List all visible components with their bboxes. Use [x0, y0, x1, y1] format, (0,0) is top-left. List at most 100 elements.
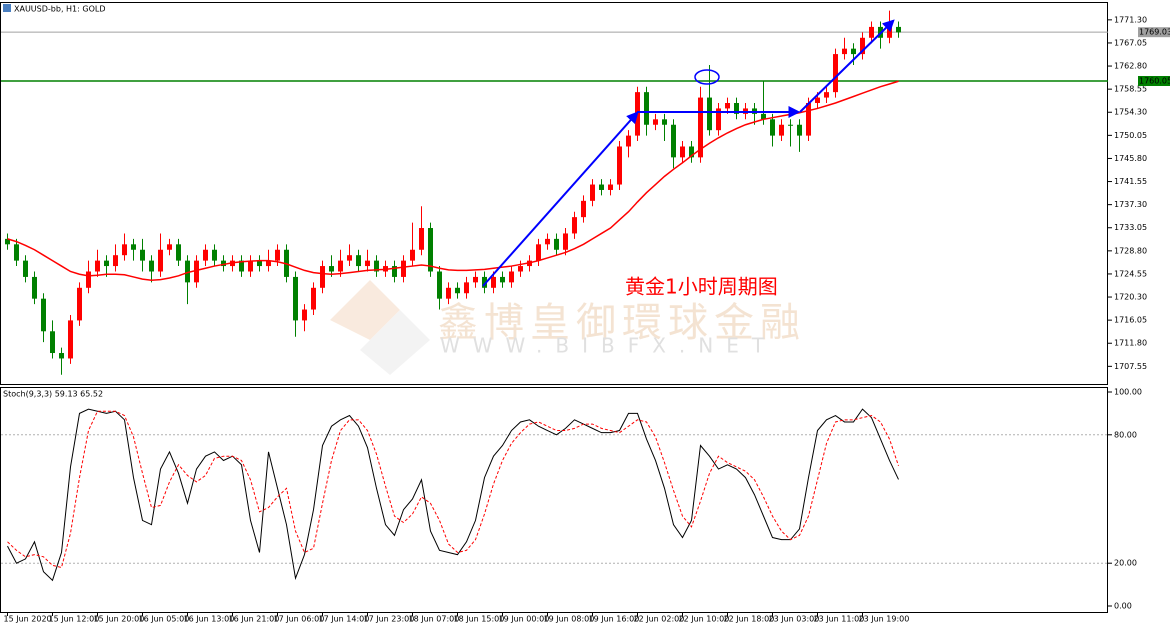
candle-body — [518, 266, 523, 272]
y-tick-label: 1707.55 — [1114, 362, 1147, 371]
candle-body — [815, 97, 820, 104]
candle-body — [779, 124, 784, 136]
candle-body — [437, 271, 442, 299]
candle-body — [887, 26, 892, 38]
candle-body — [113, 255, 118, 267]
y-tick-label: 1758.55 — [1114, 85, 1147, 94]
x-tick-label: 16 Jun 13:00 — [184, 615, 235, 624]
price-label-box — [1138, 27, 1170, 38]
candle-body — [59, 353, 64, 359]
y-tick-label: 1762.80 — [1114, 62, 1147, 71]
candle-body — [824, 92, 829, 98]
candle-body — [104, 260, 109, 267]
candle-body — [581, 200, 586, 218]
stoch-main — [7, 408, 899, 582]
x-tick-label: 23 Jun 19:00 — [859, 615, 910, 624]
x-tick-label: 19 Jun 16:00 — [589, 615, 640, 624]
candle-body — [23, 260, 28, 277]
candle-body — [707, 97, 712, 131]
candle-body — [572, 217, 577, 234]
chart-icon — [3, 4, 11, 12]
x-tick-label: 16 Jun 21:00 — [229, 615, 280, 624]
candle-body — [599, 184, 604, 190]
candle-body — [212, 249, 217, 261]
y-tick-label: 1711.80 — [1114, 339, 1147, 348]
candle-body — [851, 48, 856, 55]
candle-body — [329, 266, 334, 272]
candle-body — [140, 249, 145, 261]
candle-body — [149, 260, 154, 272]
candle-body — [545, 238, 550, 245]
candle-body — [356, 255, 361, 267]
x-tick-label: 22 Jun 18:00 — [724, 615, 775, 624]
candle-body — [176, 244, 181, 261]
trend-arrow — [482, 111, 639, 287]
chart-title: XAUUSD-bb, H1: GOLD — [14, 5, 106, 14]
stoch-tick-label: 80.00 — [1114, 430, 1137, 439]
candle-body — [347, 255, 352, 261]
candle-body — [770, 119, 775, 136]
candle-body — [68, 320, 73, 359]
watermark-url: WWW.BIBFX.NET — [440, 334, 777, 358]
candle-body — [491, 276, 496, 288]
candle-body — [293, 276, 298, 321]
y-tick-label: 1771.30 — [1114, 15, 1147, 24]
stoch-tick-label: 100.00 — [1114, 388, 1142, 397]
candle-body — [617, 146, 622, 185]
candle-body — [86, 271, 91, 288]
candle-body — [275, 249, 280, 261]
watermark-logo — [330, 280, 430, 375]
y-tick-label: 1728.80 — [1114, 246, 1147, 255]
candle-body — [95, 260, 100, 272]
y-tick-label: 1737.30 — [1114, 200, 1147, 209]
price-label: 1769.03 — [1139, 28, 1170, 37]
candle-body — [203, 249, 208, 261]
y-tick-label: 1754.30 — [1114, 108, 1147, 117]
candle-body — [455, 287, 460, 294]
candle-body — [896, 26, 901, 33]
candle-body — [689, 146, 694, 158]
y-tick-label: 1767.05 — [1114, 38, 1147, 47]
candle-body — [806, 103, 811, 136]
candle-body — [5, 238, 10, 245]
candle-body — [419, 228, 424, 250]
stoch-title: Stoch(9,3,3) 59.13 65.52 — [3, 390, 103, 399]
candle-body — [158, 249, 163, 272]
candle-body — [320, 266, 325, 288]
x-tick-label: 18 Jun 07:00 — [409, 615, 460, 624]
x-tick-label: 15 Jun 12:00 — [49, 615, 100, 624]
candle-body — [473, 276, 478, 283]
stoch-tick-label: 0.00 — [1114, 602, 1132, 611]
price-label: 1760.05 — [1139, 76, 1170, 85]
candle-body — [671, 124, 676, 158]
candle-body — [311, 287, 316, 310]
y-tick-label: 1733.05 — [1114, 223, 1147, 232]
y-tick-label: 1745.80 — [1114, 154, 1147, 163]
x-tick-label: 16 Jun 05:00 — [139, 615, 190, 624]
candle-body — [662, 119, 667, 125]
candle-body — [266, 260, 271, 267]
candle-body — [428, 228, 433, 272]
candle-body — [554, 238, 559, 250]
candle-body — [725, 103, 730, 109]
candle-body — [221, 260, 226, 267]
trend-arrows — [482, 19, 895, 287]
candle-body — [482, 276, 487, 288]
candle-body — [761, 113, 766, 120]
candle-body — [410, 249, 415, 261]
candle-body — [563, 233, 568, 250]
candle-body — [590, 184, 595, 201]
x-tick-label: 23 Jun 11:00 — [814, 615, 865, 624]
stoch-tick-label: 20.00 — [1114, 559, 1137, 568]
x-tick-label: 23 Jun 03:00 — [769, 615, 820, 624]
y-tick-label: 1720.30 — [1114, 293, 1147, 302]
candle-body — [374, 260, 379, 272]
candle-body — [869, 26, 874, 38]
candle-body — [32, 276, 37, 299]
candle-body — [860, 37, 865, 55]
price-label-box — [1138, 75, 1170, 86]
stoch-signal — [7, 410, 899, 569]
x-tick-label: 17 Jun 14:00 — [319, 615, 370, 624]
candle-body — [680, 146, 685, 158]
